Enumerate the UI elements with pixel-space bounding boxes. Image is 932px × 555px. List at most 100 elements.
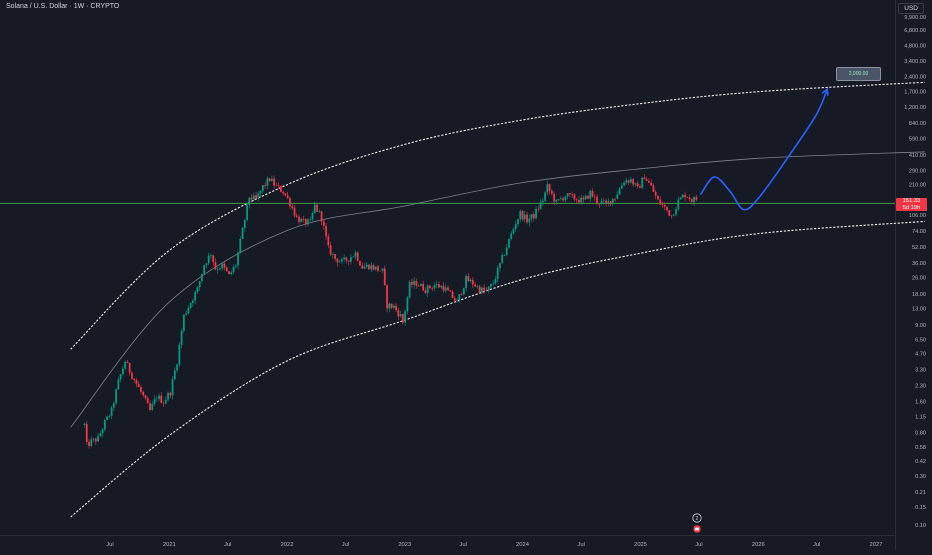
candle-body [151, 403, 154, 410]
weekly-candle [363, 263, 366, 269]
weekly-candle [564, 195, 567, 203]
weekly-candle [313, 201, 316, 215]
weekly-candle [544, 190, 546, 203]
candle-body [289, 198, 291, 207]
candle-body [519, 211, 522, 220]
candle-body [293, 207, 296, 216]
candle-body [255, 195, 258, 199]
candle-body [327, 236, 330, 246]
candle-body [476, 286, 479, 287]
event-counter-badge[interactable] [692, 513, 702, 523]
candle-body [690, 199, 693, 202]
weekly-candle [117, 376, 120, 390]
price-axis-label: 410.00 [909, 153, 926, 159]
candle-body [474, 284, 476, 287]
weekly-candle [508, 238, 510, 249]
weekly-candle [528, 214, 531, 227]
candle-body [329, 245, 332, 255]
weekly-candle [684, 191, 686, 201]
weekly-candle [149, 400, 151, 412]
candle-body [553, 193, 556, 202]
weekly-candle [618, 187, 621, 196]
candle-body [158, 395, 160, 399]
weekly-candle [347, 260, 350, 266]
price-axis-label: 590.00 [909, 137, 926, 143]
weekly-candle [307, 217, 309, 227]
candle-body [435, 284, 438, 286]
target-callout[interactable]: 2,000.00 [836, 67, 881, 81]
weekly-candle [356, 251, 359, 262]
candle-body [273, 178, 276, 186]
time-axis-label: Jul [459, 542, 466, 548]
weekly-candle [679, 196, 682, 200]
candle-body [106, 416, 108, 421]
weekly-candle [94, 437, 97, 445]
candle-body [219, 268, 221, 270]
weekly-candle [609, 201, 612, 207]
candle-body [408, 281, 411, 298]
candle-body [654, 191, 657, 196]
candle-body [94, 438, 97, 442]
candle-body [429, 285, 431, 289]
weekly-candle [569, 192, 571, 198]
weekly-candle [668, 210, 671, 217]
weekly-candle [338, 259, 341, 263]
weekly-candle [587, 195, 589, 200]
weekly-candle [264, 181, 267, 189]
weekly-candle [135, 377, 138, 388]
projection-curve[interactable] [700, 88, 829, 211]
weekly-candle [602, 197, 605, 205]
weekly-candle [397, 307, 400, 320]
weekly-candle [426, 284, 429, 297]
time-axis[interactable]: Jul 2021 Jul 2022 Jul 2023 Jul 2024 Jul 2025 Jul 20… [106, 542, 882, 548]
channel-lower-line [70, 220, 925, 518]
projection-arrowhead [821, 87, 829, 96]
candle-body [453, 297, 456, 301]
weekly-candle [316, 204, 318, 213]
candle-body [370, 265, 373, 270]
weekly-candle [97, 432, 99, 442]
candle-body [424, 290, 427, 293]
candle-body [499, 262, 501, 268]
candle-body [652, 185, 655, 192]
weekly-candle [693, 195, 695, 206]
candle-body [205, 263, 208, 266]
candle-body [541, 200, 544, 203]
weekly-candle [201, 273, 203, 284]
candle-body [645, 179, 648, 181]
candle-body [469, 279, 472, 282]
currency-button[interactable]: USD [898, 3, 924, 14]
candle-body [657, 195, 659, 200]
weekly-candle [424, 287, 427, 295]
candle-body [675, 209, 677, 215]
weekly-candle [591, 188, 594, 198]
weekly-candle [214, 258, 217, 271]
candle-body [485, 290, 488, 291]
candle-body [207, 255, 210, 264]
candle-body [397, 310, 400, 317]
weekly-candle [401, 313, 404, 325]
candle-body [372, 265, 375, 270]
symbol-title[interactable]: Solana / U.S. Dollar · 1W · CRYPTO [6, 3, 120, 10]
candle-body [410, 281, 413, 285]
time-axis-label: 2026 [752, 542, 765, 548]
candle-body [480, 287, 483, 293]
candle-body [573, 194, 576, 200]
candle-body [431, 288, 434, 289]
candle-body [490, 283, 492, 287]
weekly-candle [435, 280, 438, 289]
price-axis-label: 1,700.00 [904, 90, 926, 96]
time-axis-label: 2024 [516, 542, 530, 548]
price-axis-label: 1,200.00 [904, 105, 926, 111]
candle-body [693, 197, 695, 202]
candle-body [345, 257, 348, 261]
candle-body [232, 266, 235, 273]
candle-body [284, 193, 287, 196]
candle-body [347, 260, 350, 262]
weekly-candle [162, 401, 165, 407]
price-axis[interactable]: 9,900.00 6,800.00 4,800.00 3,400.00 2,400.00… [904, 15, 926, 529]
weekly-candle [625, 177, 628, 185]
channel-mid-line [70, 151, 925, 428]
